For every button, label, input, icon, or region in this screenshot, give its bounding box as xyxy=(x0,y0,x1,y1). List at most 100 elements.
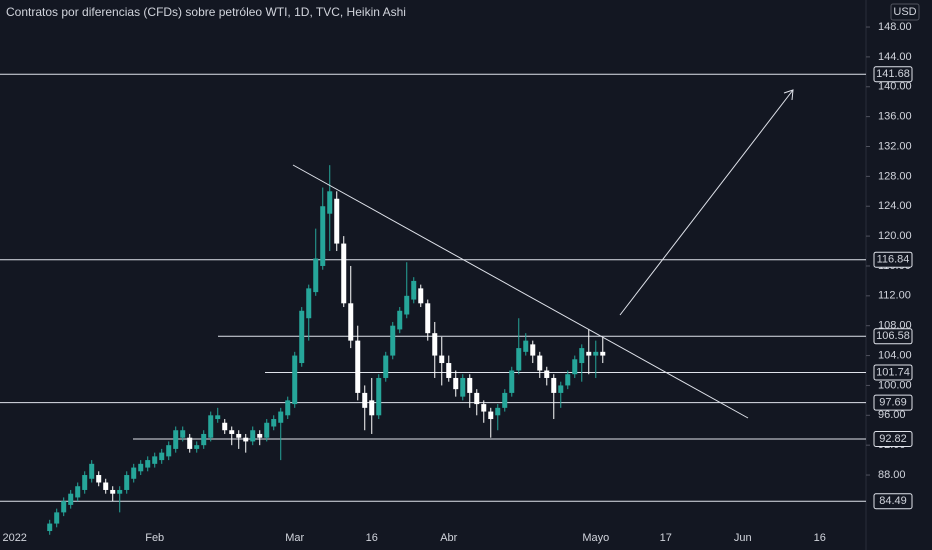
candle-body xyxy=(425,303,431,334)
level-label: 84.49 xyxy=(879,495,907,507)
candle-body xyxy=(145,460,151,468)
x-tick-label: Mar xyxy=(285,532,304,544)
candle-body xyxy=(446,363,452,378)
candle-body xyxy=(320,206,326,266)
candle-body xyxy=(467,377,473,393)
candle-body xyxy=(502,392,508,408)
y-tick-label: 144.00 xyxy=(878,51,912,63)
candle-body xyxy=(593,351,599,356)
candle-body xyxy=(187,437,193,449)
candle-body xyxy=(579,348,585,364)
candle-body xyxy=(558,385,564,393)
chart-title: Contratos por diferencias (CFDs) sobre p… xyxy=(6,5,406,19)
level-label: 92.82 xyxy=(879,433,907,445)
candle-body xyxy=(341,243,347,304)
y-tick-label: 124.00 xyxy=(878,200,912,212)
candle-body xyxy=(61,501,67,513)
candle-body xyxy=(523,340,529,352)
level-label: 101.74 xyxy=(876,366,910,378)
candle-body xyxy=(229,430,235,434)
candle-body xyxy=(334,198,340,244)
candle-body xyxy=(565,374,571,386)
candle-body xyxy=(551,377,557,393)
candle-body xyxy=(481,404,487,412)
level-label-box xyxy=(873,394,913,411)
y-tick-label: 136.00 xyxy=(878,111,912,123)
level-label-box xyxy=(873,364,913,381)
level-label: 141.68 xyxy=(876,68,910,80)
x-tick-label: Feb xyxy=(145,532,164,544)
y-tick-label: 128.00 xyxy=(878,170,912,182)
candle-body xyxy=(488,411,494,420)
currency-box xyxy=(890,3,920,21)
candle-body xyxy=(362,392,368,408)
level-label: 106.58 xyxy=(876,330,910,342)
candle-body xyxy=(194,445,200,449)
candle-body xyxy=(327,191,333,214)
y-tick-label: 100.00 xyxy=(878,379,912,391)
candle-body xyxy=(243,437,249,442)
candle-body xyxy=(544,370,550,378)
candle-body xyxy=(117,489,123,494)
candle-body xyxy=(404,295,410,315)
candle-body xyxy=(208,415,214,438)
candle-body xyxy=(474,392,480,405)
candle-body xyxy=(47,523,53,532)
x-tick-label: 17 xyxy=(660,532,672,544)
candle-body xyxy=(82,475,88,490)
level-label: 97.69 xyxy=(879,397,907,409)
candle-body xyxy=(124,475,130,490)
candle-body xyxy=(271,419,277,427)
x-tick-label: Jun xyxy=(734,532,752,544)
x-tick-label: Abr xyxy=(440,532,457,544)
candle-body xyxy=(509,370,515,393)
price-axis: 88.0092.0096.00100.00104.00108.00112.001… xyxy=(2,21,913,544)
candle-body xyxy=(236,433,242,438)
candle-body xyxy=(110,489,116,494)
candle-body xyxy=(383,355,389,378)
candle-body xyxy=(530,344,536,356)
candle-body xyxy=(180,430,186,438)
candle-body xyxy=(152,456,158,464)
candle-body xyxy=(173,430,179,449)
y-tick-label: 132.00 xyxy=(878,140,912,152)
candle-body xyxy=(432,333,438,356)
y-tick-label: 88.00 xyxy=(878,469,906,481)
candle-body xyxy=(390,325,396,356)
level-label-box xyxy=(873,66,913,83)
candle-body xyxy=(257,433,263,438)
candle-body xyxy=(411,280,417,300)
candle-body xyxy=(264,422,270,438)
candle-body xyxy=(278,411,284,423)
candle-body xyxy=(348,303,354,341)
candle-body xyxy=(68,493,74,505)
level-label-box xyxy=(873,493,913,510)
candle-body xyxy=(131,467,137,479)
y-tick-label: 140.00 xyxy=(878,81,912,93)
plot-area xyxy=(0,73,866,535)
candle-body xyxy=(600,351,606,356)
y-tick-label: 112.00 xyxy=(878,290,911,302)
candle-body xyxy=(306,288,312,319)
arrow xyxy=(619,89,794,316)
candle-body xyxy=(201,433,207,446)
y-tick-label: 96.00 xyxy=(878,409,906,421)
candle-body xyxy=(453,377,459,390)
currency: USD xyxy=(893,6,916,18)
candle-body xyxy=(313,258,319,293)
level-label-box xyxy=(873,431,913,448)
level-label-box xyxy=(873,328,913,345)
candle-body xyxy=(299,310,305,364)
candle-body xyxy=(285,400,291,416)
candle-body xyxy=(586,351,592,356)
y-tick-label: 120.00 xyxy=(878,230,912,242)
candle-body xyxy=(460,377,466,397)
x-tick-label: Mayo xyxy=(582,532,609,544)
candle-body xyxy=(96,475,102,483)
level-label: 116.84 xyxy=(877,254,910,266)
candle-body xyxy=(418,288,424,304)
candle-body xyxy=(572,359,578,375)
x-tick-label: 16 xyxy=(366,532,378,544)
candle-body xyxy=(159,452,165,461)
